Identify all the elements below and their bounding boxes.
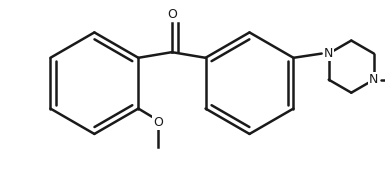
Text: O: O <box>153 116 163 129</box>
Text: N: N <box>324 47 333 60</box>
Text: N: N <box>369 73 378 86</box>
Text: O: O <box>167 8 177 21</box>
